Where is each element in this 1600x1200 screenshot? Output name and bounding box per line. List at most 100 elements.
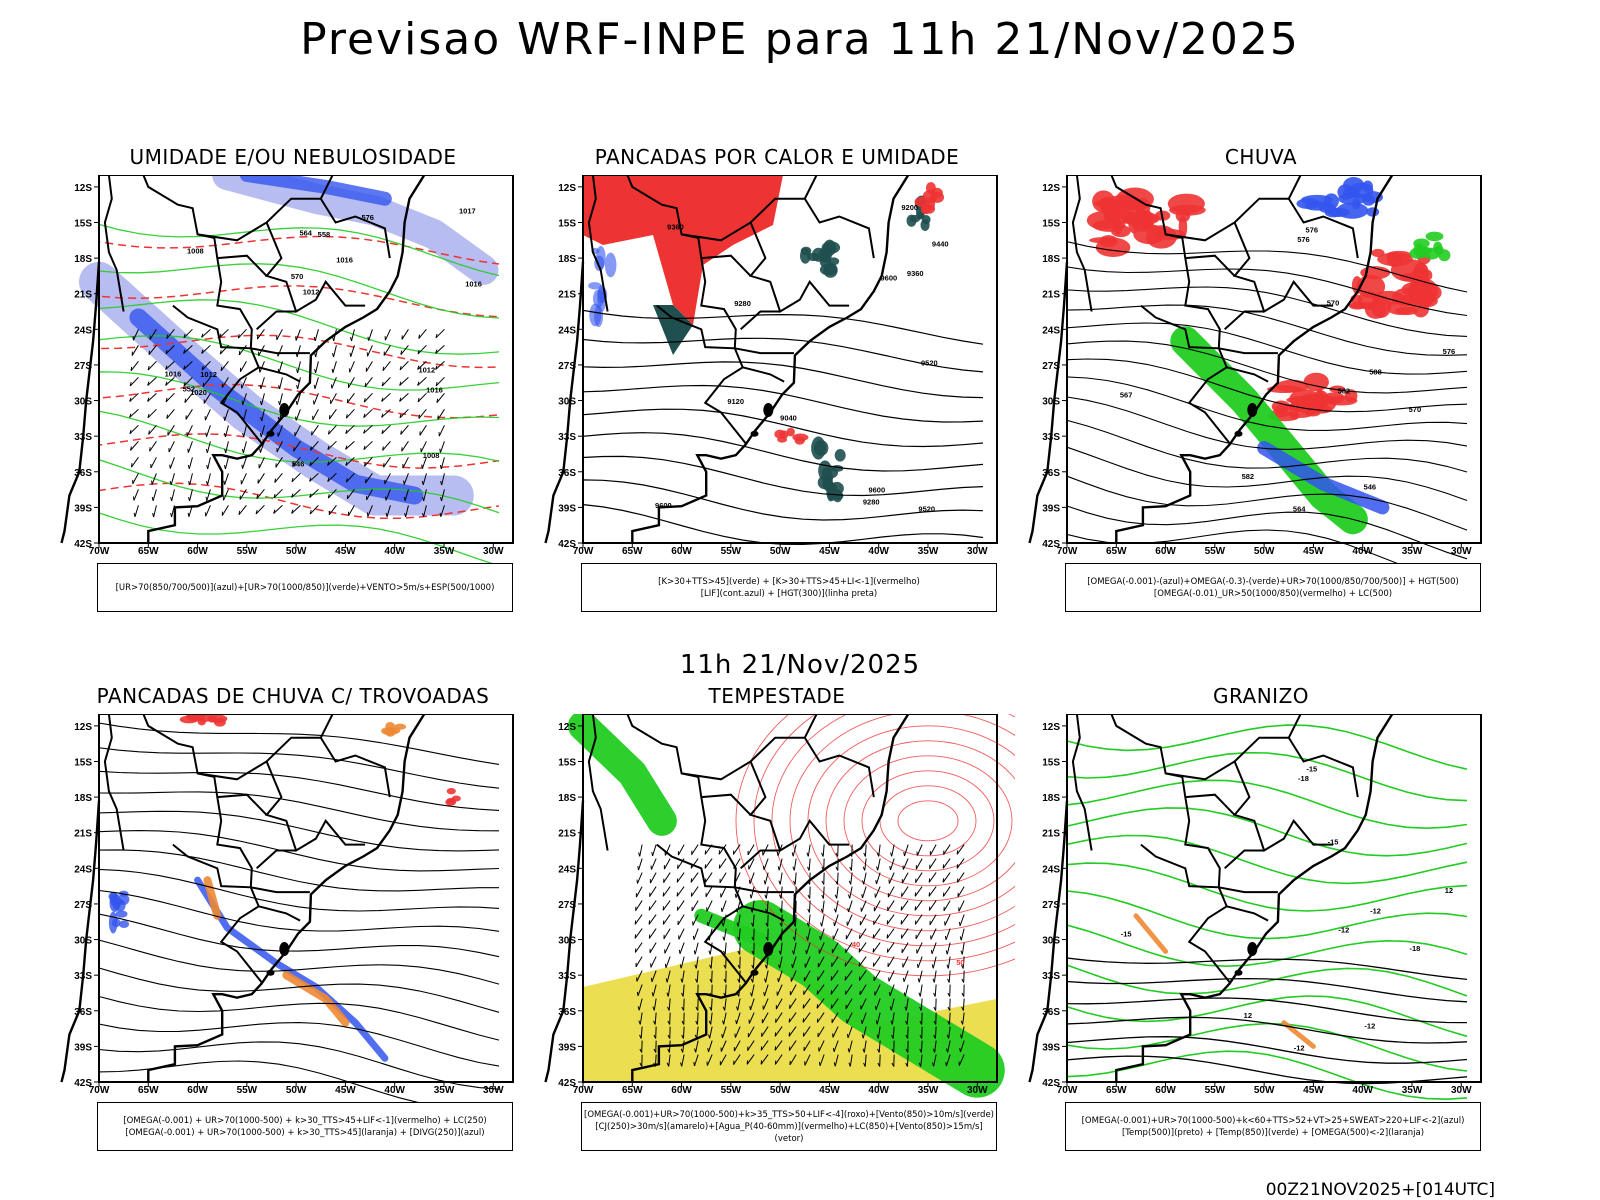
wind-vector-head <box>363 462 366 467</box>
wind-vector <box>822 900 825 913</box>
forecast-map[interactable]: 1008 1012 1016 1016 1012 1016 1020 1017 1016 1008… <box>55 175 531 565</box>
wind-vector <box>677 914 685 926</box>
wind-vector-head <box>188 496 191 502</box>
wind-vector-head <box>821 880 825 885</box>
wind-vector <box>876 1012 881 1025</box>
forecast-map[interactable]: 40 50 12S 15S 18S 21S 24S 27S 30S 33S 36S 39S 42S70W… <box>539 714 1015 1104</box>
lat-label: 18S <box>74 254 92 265</box>
wind-vector-head <box>947 992 951 997</box>
wind-vector-head <box>946 964 949 969</box>
forecast-map[interactable]: 58858257657057656757056454658257612S15S1… <box>1023 175 1499 565</box>
wind-vector <box>345 472 355 483</box>
wind-vector-head <box>930 949 933 954</box>
wind-vector-head <box>708 950 711 955</box>
wind-vector-head <box>650 977 653 982</box>
wind-vector <box>804 956 811 968</box>
contour-label: -15 <box>1306 764 1317 773</box>
state-border <box>742 905 785 922</box>
contour-line <box>1066 975 1468 1003</box>
wind-vector-head <box>889 1006 892 1011</box>
wind-vector-head <box>709 1006 712 1011</box>
wind-vector <box>706 1054 713 1066</box>
wind-vector <box>260 425 265 438</box>
wind-vector <box>734 1026 741 1038</box>
wind-vector <box>774 1054 783 1065</box>
wind-vector <box>859 928 867 939</box>
rain-fields <box>1086 176 1451 535</box>
wind-vector-head <box>933 1020 937 1025</box>
wind-vector-head <box>690 878 693 883</box>
wind-vector-head <box>130 366 133 371</box>
wind-vector <box>872 942 881 953</box>
contour-label: 9520 <box>921 359 938 368</box>
wind-vector <box>148 345 157 355</box>
red-blob-east <box>930 187 943 198</box>
wind-vector <box>311 425 319 436</box>
lat-label: 24S <box>558 325 576 336</box>
wind-vector-head <box>918 992 921 997</box>
wind-vector-head <box>863 852 866 857</box>
wind-vector <box>762 998 769 1010</box>
wind-vector-head <box>206 480 208 486</box>
wind-vector <box>327 488 337 499</box>
lat-label: 39S <box>558 1042 576 1053</box>
wind-vector-head <box>637 1006 640 1011</box>
wind-vector-head <box>328 510 331 515</box>
rain-blue-north <box>1366 207 1380 217</box>
wind-vector <box>790 970 797 982</box>
contour-label: -18 <box>1409 944 1420 953</box>
wind-vector <box>330 393 337 405</box>
wind-vector-head <box>223 480 226 485</box>
forecast-map[interactable]: 9600 9600 9600 9520 9520 9440 9360 9280 9200 9120… <box>539 175 1015 565</box>
wind-vector <box>169 457 175 469</box>
wind-vector <box>761 1026 769 1037</box>
wind-vector-head <box>905 1034 909 1039</box>
wind-vector-head <box>751 936 755 941</box>
lat-label: 24S <box>1042 325 1060 336</box>
wind-vector-head <box>919 1020 923 1025</box>
temp850-contour <box>1066 890 1468 940</box>
wind-vector-head <box>830 990 833 995</box>
wind-vector-head <box>636 991 639 996</box>
state-border <box>1185 793 1236 816</box>
state-border <box>656 304 748 446</box>
lat-label: 33S <box>558 432 576 443</box>
state-border <box>1287 175 1324 200</box>
wind-vector-head <box>255 509 258 515</box>
wind-vector <box>919 984 923 997</box>
forecast-map[interactable]: -12-12-15-18-18-15-15-12-12121212S15S18S… <box>1023 714 1499 1104</box>
wind-vector <box>381 424 391 435</box>
wind-vector <box>808 858 811 871</box>
lon-label: 65W <box>1106 546 1127 557</box>
state-border <box>217 793 268 816</box>
wind-vector-head <box>382 446 384 451</box>
contour-label: 576 <box>1306 225 1319 234</box>
wind-vector <box>147 392 157 402</box>
wind-vector <box>224 473 229 485</box>
state-border <box>258 905 301 922</box>
temp850-contour <box>1066 724 1468 770</box>
wind-vector-head <box>295 336 297 341</box>
contour-line <box>98 741 500 789</box>
wind-vector <box>400 345 409 355</box>
lagoon <box>1234 430 1243 437</box>
wind-vector <box>241 377 247 389</box>
wind-vector-head <box>129 382 132 387</box>
lc850-contour <box>897 800 959 842</box>
contour-label: 570 <box>1327 299 1340 308</box>
wind-vector <box>835 900 839 913</box>
contour-line <box>582 479 984 521</box>
wind-vector-head <box>722 936 725 941</box>
wind-vector-head <box>260 400 263 406</box>
wind-vector-head <box>918 1062 922 1067</box>
wind-vector-head <box>820 908 824 913</box>
wind-vector-head <box>888 991 891 996</box>
wind-vector <box>349 361 355 373</box>
wind-vector-head <box>956 864 959 869</box>
state-border <box>172 843 264 985</box>
wind-vector <box>648 900 657 911</box>
lat-label: 30S <box>1042 397 1060 408</box>
wind-vector-head <box>653 1034 657 1039</box>
